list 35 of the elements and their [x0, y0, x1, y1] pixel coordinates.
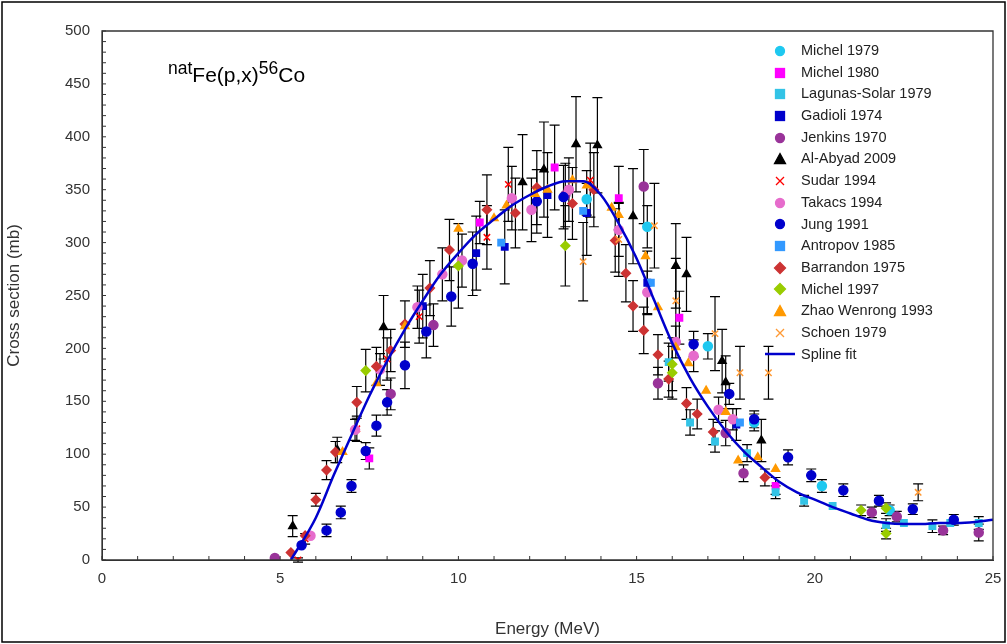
legend-label: Al-Abyad 2009 [801, 149, 897, 169]
legend-label: Schoen 1979 [801, 322, 887, 342]
legend-label: Jung 1991 [801, 214, 869, 234]
y-tick-label: 100 [64, 444, 90, 462]
y-tick-label: 400 [64, 126, 90, 144]
legend-label: Jenkins 1970 [801, 127, 887, 147]
x-tick-label: 0 [97, 569, 107, 587]
legend-label: Barrandon 1975 [801, 257, 905, 277]
legend-label: Michel 1997 [801, 279, 880, 299]
legend-label: Spline fit [801, 344, 857, 364]
y-tick-label: 350 [64, 179, 90, 197]
legend-label: Takacs 1994 [801, 192, 883, 212]
legend-label: Sudar 1994 [801, 171, 876, 191]
y-tick-label: 450 [64, 74, 90, 92]
y-tick-label: 0 [81, 550, 90, 568]
text: $^{nat}$Fe(p,x)$^{56}$Co [168, 58, 306, 87]
legend-label: Antropov 1985 [801, 236, 896, 256]
y-tick-label: 50 [73, 497, 90, 515]
legend-label: Michel 1980 [801, 62, 880, 82]
y-tick-label: 150 [64, 391, 90, 409]
legend-label: Michel 1979 [801, 41, 880, 60]
y-tick-label: 500 [64, 21, 90, 39]
y-axis-title: Cross section (mb) [3, 224, 23, 367]
y-tick-label: 250 [64, 285, 90, 303]
y-tick-label: 200 [64, 338, 90, 356]
x-axis-title: Energy (MeV) [495, 619, 600, 639]
x-tick-label: 15 [628, 569, 645, 587]
x-tick-label: 5 [276, 569, 285, 587]
x-tick-label: 20 [806, 569, 824, 587]
legend-label: Lagunas-Solar 1979 [801, 84, 932, 104]
y-tick-label: 300 [64, 232, 90, 250]
legend-label: Gadioli 1974 [801, 106, 883, 126]
legend-label: Zhao Wenrong 1993 [801, 301, 933, 321]
x-tick-label: 10 [450, 569, 467, 587]
x-tick-label: 25 [984, 569, 1002, 587]
